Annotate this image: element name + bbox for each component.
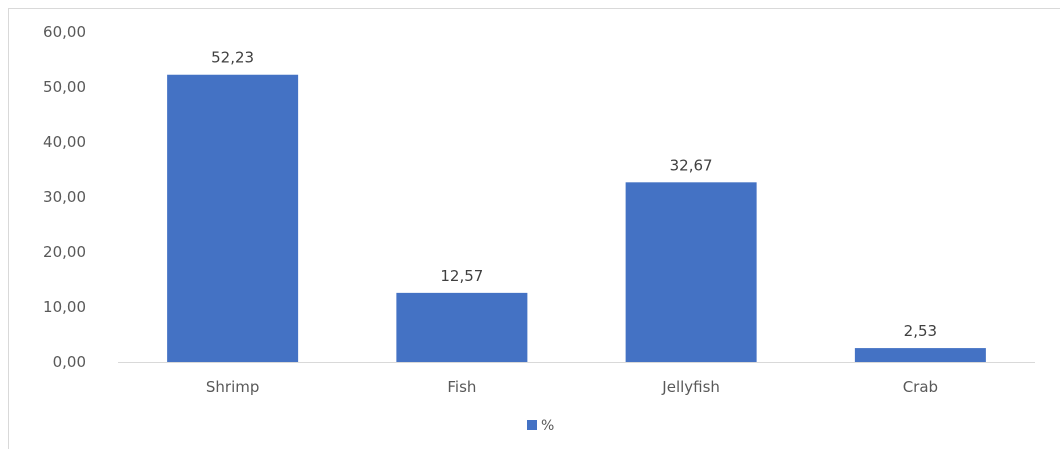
x-axis-category-labels: Shrimp Fish Jellyfish Crab <box>206 378 938 396</box>
y-tick-label: 50,00 <box>43 78 86 96</box>
y-tick-label: 30,00 <box>43 188 86 206</box>
y-tick-label: 0,00 <box>53 353 86 371</box>
legend-swatch <box>527 420 537 430</box>
y-axis-tick-labels: 0,00 10,00 20,00 30,00 40,00 50,00 60,00 <box>43 23 86 371</box>
bar-shrimp <box>167 74 299 363</box>
data-labels: 52,23 12,57 32,67 2,53 <box>211 49 937 340</box>
data-label-jellyfish: 32,67 <box>670 156 713 174</box>
bar-jellyfish <box>625 182 757 362</box>
legend: % <box>527 418 554 434</box>
category-label-crab: Crab <box>903 378 938 396</box>
y-tick-label: 10,00 <box>43 298 86 316</box>
bars <box>167 74 986 363</box>
category-label-shrimp: Shrimp <box>206 378 260 396</box>
chart-frame <box>8 8 1060 449</box>
data-label-crab: 2,53 <box>904 322 937 340</box>
data-label-shrimp: 52,23 <box>211 49 254 67</box>
legend-series-label: % <box>541 418 554 434</box>
data-label-fish: 12,57 <box>440 267 483 285</box>
y-tick-label: 20,00 <box>43 243 86 261</box>
y-tick-label: 40,00 <box>43 133 86 151</box>
bar-crab <box>854 348 986 362</box>
category-label-jellyfish: Jellyfish <box>661 378 720 396</box>
y-tick-label: 60,00 <box>43 23 86 41</box>
bar-fish <box>396 292 528 362</box>
category-label-fish: Fish <box>447 378 476 396</box>
